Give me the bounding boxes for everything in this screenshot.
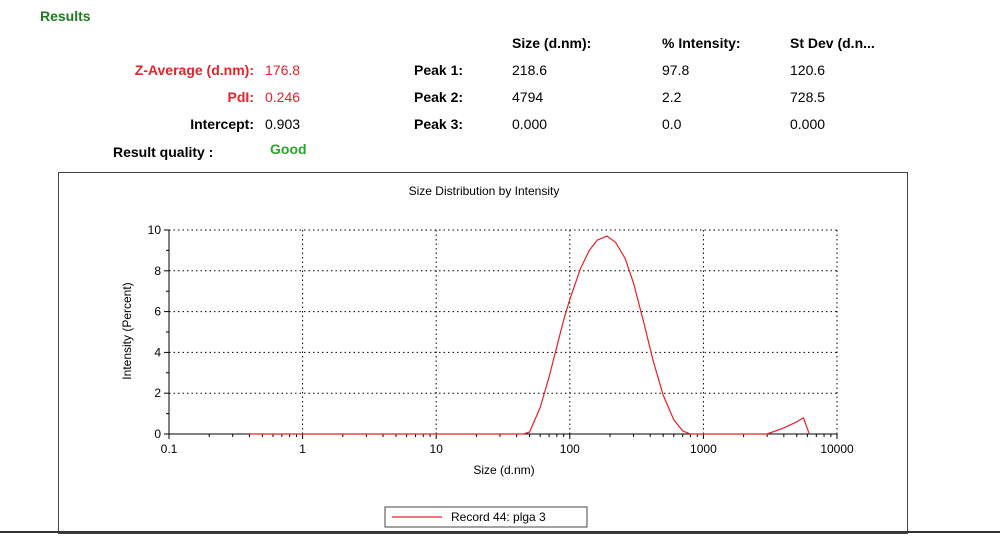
legend: Record 44: plga 3 (384, 506, 588, 528)
grid-layer (169, 229, 838, 434)
x-tick-label: 100 (560, 442, 580, 456)
y-tick-label: 8 (154, 264, 161, 278)
intercept-label: Intercept: (190, 116, 254, 132)
peak-1-size: 218.6 (512, 62, 548, 78)
peak-2-stdev: 728.5 (790, 89, 826, 105)
peak-3-intensity: 0.0 (662, 116, 682, 132)
peak-1-intensity: 97.8 (662, 62, 690, 78)
x-tick-label: 1000 (690, 442, 717, 456)
y-tick-label: 4 (154, 345, 161, 359)
peak-1-label: Peak 1: (414, 62, 464, 78)
legend-box (384, 506, 588, 528)
x-tick-label: 10000 (820, 442, 854, 456)
x-tick-label: 10 (430, 442, 444, 456)
x-tick-label: 1 (299, 442, 306, 456)
peak-3-label: Peak 3: (414, 116, 464, 132)
result-quality-label: Result quality : (113, 144, 214, 160)
results-title: Results (40, 8, 91, 24)
peak-2-label: Peak 2: (414, 89, 464, 105)
x-tick-label: 0.1 (161, 442, 178, 456)
peak-header-intensity: % Intensity: (662, 35, 741, 51)
y-tick-label: 10 (148, 223, 162, 237)
series-layer (249, 235, 810, 435)
axis-layer: 0.1 1 10 100 1000 10000 0 2 4 6 8 10 (148, 223, 854, 456)
peak-header-size: Size (d.nm): (512, 35, 592, 51)
peak-1-stdev: 120.6 (790, 62, 826, 78)
y-tick-label: 2 (154, 386, 161, 400)
bottom-divider (0, 531, 1000, 533)
y-axis-label: Intensity (Percent) (120, 282, 134, 379)
z-average-label: Z-Average (d.nm): (134, 62, 254, 78)
pdi-value: 0.246 (265, 89, 301, 105)
y-tick-label: 6 (154, 305, 161, 319)
z-average-value: 176.8 (265, 62, 301, 78)
peak-2-size: 4794 (512, 89, 544, 105)
chart-title: Size Distribution by Intensity (409, 184, 560, 198)
x-axis-label: Size (d.nm) (473, 463, 534, 477)
series-line (249, 235, 810, 435)
size-distribution-chart: Size Distribution by Intensity 0.1 1 10 100… (120, 184, 854, 528)
legend-label: Record 44: plga 3 (451, 510, 546, 524)
chart-frame: Size Distribution by Intensity 0.1 1 10 100… (58, 172, 908, 534)
result-quality-value: Good (270, 141, 307, 157)
pdi-label: PdI: (227, 89, 254, 105)
y-tick-label: 0 (154, 427, 161, 441)
peak-header-stdev: St Dev (d.n... (790, 35, 875, 51)
peak-3-size: 0.000 (512, 116, 548, 132)
peak-2-intensity: 2.2 (662, 89, 682, 105)
intercept-value: 0.903 (265, 116, 301, 132)
peak-3-stdev: 0.000 (790, 116, 826, 132)
